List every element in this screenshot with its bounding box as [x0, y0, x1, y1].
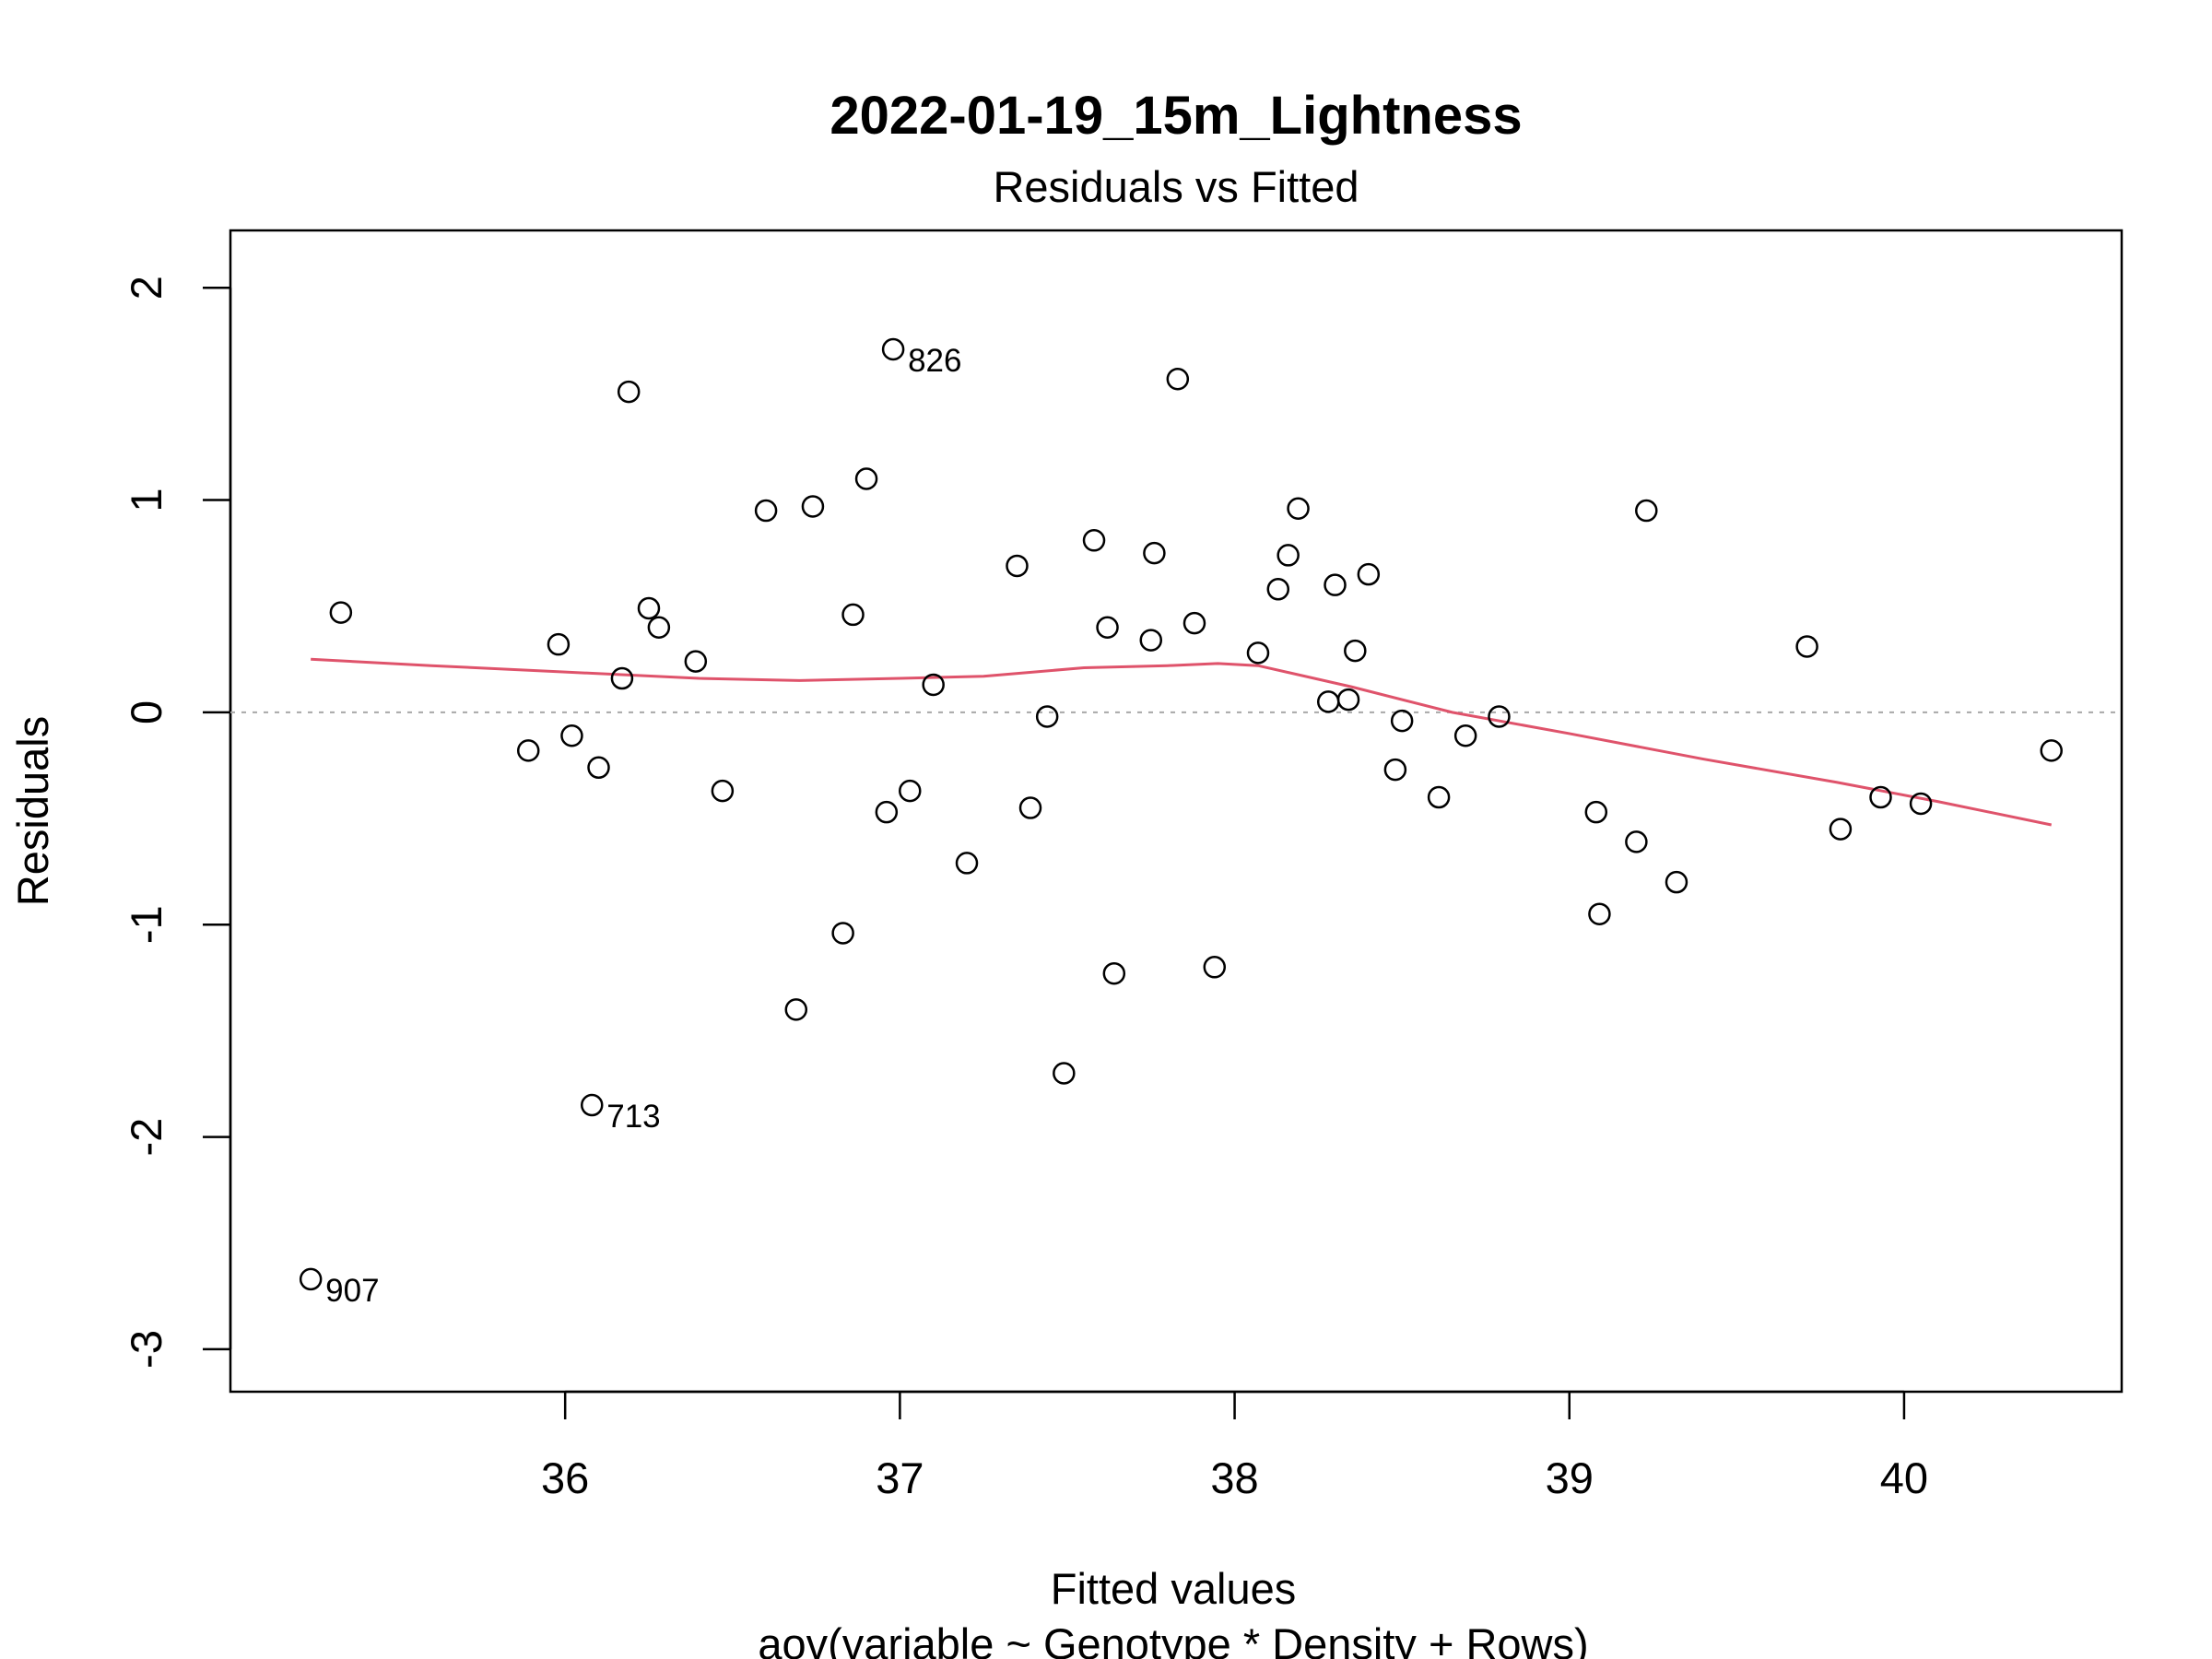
residual-point: [1018, 796, 1042, 819]
chart-subtitle: Residuals vs Fitted: [993, 162, 1359, 211]
model-caption: aov(variable ~ Genotype * Density + Rows…: [758, 1619, 1588, 1659]
residual-point: [711, 779, 735, 803]
residual-point: [1795, 635, 1818, 658]
residual-point: [1336, 688, 1360, 712]
residual-point: [580, 1093, 604, 1117]
x-tick-label: 37: [876, 1453, 924, 1502]
x-axis: 36 37 38 39 40: [541, 1390, 1928, 1502]
residual-point: [881, 337, 905, 361]
residual-point: [617, 380, 641, 404]
residual-point: [922, 673, 945, 697]
chart-title: 2022-01-19_15m_Lightness: [830, 86, 1522, 146]
residual-point: [610, 666, 634, 690]
residual-point: [784, 998, 808, 1021]
residual-point: [647, 616, 671, 639]
residual-point: [955, 852, 979, 875]
residual-point: [1006, 554, 1029, 578]
residual-point: [299, 1267, 323, 1291]
residual-point: [1625, 830, 1648, 853]
residual-point: [1035, 705, 1059, 728]
residual-point: [587, 756, 610, 780]
residual-point: [1139, 629, 1163, 652]
residual-point: [1203, 956, 1227, 979]
y-tick-label: 0: [122, 700, 171, 724]
residual-point: [560, 724, 583, 747]
residual-point: [1635, 499, 1658, 523]
x-tick-label: 40: [1880, 1453, 1928, 1502]
outlier-label: 826: [908, 343, 961, 379]
residual-point: [1427, 785, 1451, 809]
y-axis-label: Residuals: [8, 716, 57, 906]
residual-point: [801, 495, 825, 518]
data-points: 907 713 826: [299, 337, 2063, 1309]
residual-point: [1102, 961, 1126, 985]
residual-point: [754, 499, 778, 523]
residual-point: [1246, 641, 1270, 665]
residual-point: [875, 800, 899, 824]
residual-point: [1383, 758, 1407, 782]
residual-point: [547, 632, 571, 656]
residual-point: [1869, 785, 1892, 809]
residual-point: [1390, 709, 1414, 733]
residual-point: [1453, 724, 1477, 747]
y-tick-label: -2: [122, 1118, 171, 1157]
residual-point: [1584, 800, 1608, 824]
residual-point: [854, 467, 878, 490]
x-tick-label: 39: [1546, 1453, 1594, 1502]
x-tick-label: 36: [541, 1453, 589, 1502]
y-tick-label: 2: [122, 276, 171, 300]
residual-point: [637, 596, 661, 620]
residual-point: [1096, 616, 1119, 639]
x-tick-label: 38: [1210, 1453, 1258, 1502]
residual-point: [329, 601, 353, 624]
y-tick-label: -1: [122, 905, 171, 944]
residual-point: [2040, 739, 2063, 762]
residual-point: [1287, 497, 1310, 521]
residual-point: [899, 779, 922, 803]
y-axis: -3 -2 -1 0 1 2: [122, 276, 232, 1369]
residual-point: [1166, 367, 1190, 391]
plot-frame: [229, 229, 2124, 1394]
residual-point: [1357, 562, 1381, 586]
residual-point: [1266, 578, 1290, 601]
residual-point: [1488, 705, 1511, 728]
residual-point: [1053, 1062, 1076, 1085]
residual-point: [1082, 529, 1106, 552]
smoother-line: [311, 657, 2053, 827]
residual-point: [1344, 639, 1367, 663]
y-tick-label: -3: [122, 1330, 171, 1369]
residual-point: [1829, 818, 1853, 841]
residual-point: [1909, 792, 1933, 816]
x-axis-label: Fitted values: [1051, 1564, 1296, 1613]
residual-point: [1665, 870, 1688, 894]
residual-point: [1324, 573, 1347, 596]
residual-point: [516, 739, 540, 762]
outlier-label: 713: [606, 1099, 660, 1135]
residual-point: [831, 922, 854, 945]
residual-point: [1143, 541, 1166, 565]
residual-point: [841, 603, 865, 627]
residual-point: [1316, 690, 1340, 713]
residual-point: [684, 650, 708, 673]
residual-point: [1588, 902, 1611, 925]
y-tick-label: 1: [122, 488, 171, 512]
residual-point: [1182, 611, 1206, 635]
outlier-label: 907: [325, 1273, 379, 1309]
residual-point: [1277, 544, 1300, 567]
